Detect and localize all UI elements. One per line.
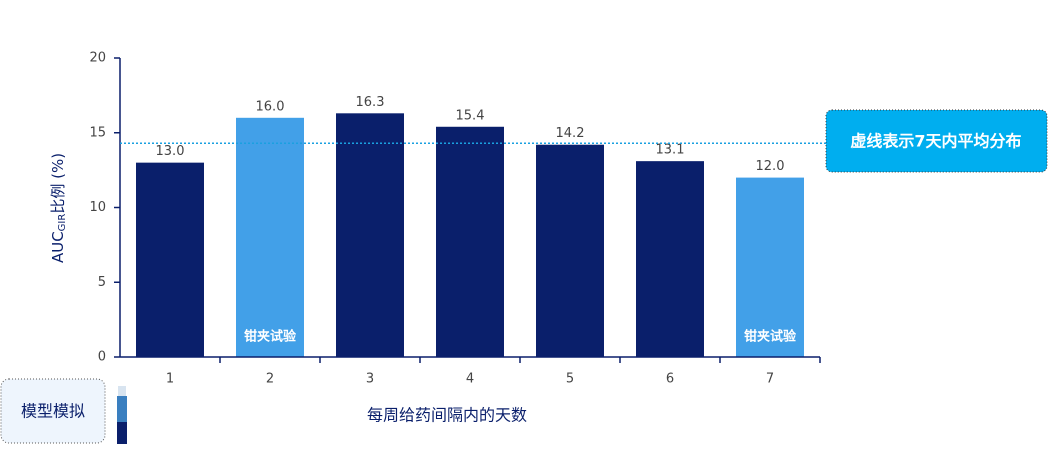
y-tick-label: 20 — [89, 51, 106, 66]
value-label: 13.1 — [656, 143, 685, 158]
x-tick-label: 5 — [566, 372, 574, 387]
x-tick-label: 3 — [366, 372, 374, 387]
bar — [736, 177, 804, 357]
reference-note-box — [825, 109, 1048, 173]
bar — [636, 161, 704, 357]
value-label: 16.0 — [256, 99, 285, 114]
value-label: 16.3 — [356, 95, 385, 110]
x-tick-label: 2 — [266, 372, 274, 387]
x-tick-label: 4 — [466, 372, 474, 387]
inner-label: 钳夹试验 — [244, 329, 297, 345]
y-axis-title-rest: 比例 (%) — [49, 153, 67, 214]
y-tick-label: 10 — [89, 200, 106, 215]
bar — [236, 117, 304, 357]
x-tick-label: 6 — [666, 372, 674, 387]
bar — [336, 113, 404, 357]
bar — [536, 144, 604, 357]
source-note: 模型模拟 — [21, 402, 85, 421]
reference-note: 虚线表示7天内平均分布 — [850, 132, 1021, 151]
x-tick-label: 7 — [766, 372, 774, 387]
bar — [436, 126, 504, 358]
y-tick-label: 0 — [98, 350, 106, 365]
value-label: 15.4 — [456, 108, 485, 123]
pen-icon — [117, 386, 127, 444]
value-label: 13.0 — [156, 144, 185, 159]
inner-label: 钳夹试验 — [744, 329, 797, 345]
y-axis-title-sub: GIR — [57, 214, 68, 232]
y-axis-title-main: AUC — [49, 231, 67, 263]
value-label: 12.0 — [756, 159, 785, 174]
y-tick-label: 5 — [98, 275, 106, 290]
source-note-box — [0, 378, 106, 444]
value-label: 14.2 — [556, 126, 585, 141]
x-tick-label: 1 — [166, 372, 174, 387]
bar — [136, 162, 204, 357]
x-axis-title: 每周给药间隔内的天数 — [367, 406, 527, 425]
y-axis-title: AUCGIR比例 (%) — [49, 153, 69, 263]
y-tick-label: 15 — [89, 125, 106, 140]
